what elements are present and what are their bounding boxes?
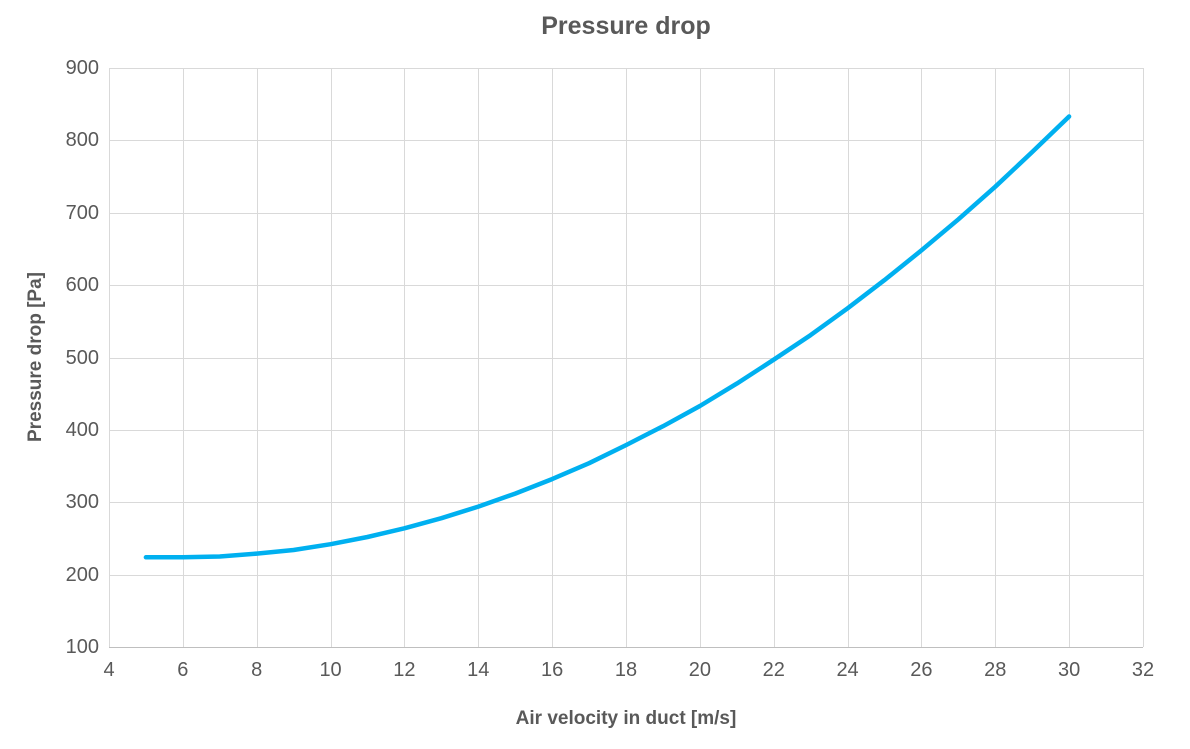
chart-title: Pressure drop <box>541 12 711 40</box>
y-tick-label: 400 <box>65 418 99 441</box>
y-tick-label: 500 <box>65 346 99 369</box>
y-tick-label: 800 <box>65 129 99 152</box>
x-tick-label: 18 <box>614 659 638 681</box>
y-tick-label: 300 <box>65 491 99 514</box>
x-tick-label: 22 <box>762 659 785 681</box>
x-tick-label: 26 <box>910 659 933 681</box>
y-tick-label: 900 <box>65 57 99 79</box>
x-tick-label: 32 <box>1131 659 1155 681</box>
x-tick-label: 20 <box>688 659 711 681</box>
series-line-pressure-drop <box>143 114 1072 560</box>
x-tick-label: 28 <box>984 659 1007 681</box>
x-axis-title: Air velocity in duct [m/s] <box>515 708 737 729</box>
x-tick-label: 4 <box>103 659 115 681</box>
y-tick-label: 600 <box>65 274 99 297</box>
x-tick-label: 16 <box>541 659 564 681</box>
y-tick-label: 200 <box>65 563 99 586</box>
y-tick-label: 100 <box>65 636 99 658</box>
x-tick-label: 14 <box>467 659 490 681</box>
x-tick-label: 8 <box>251 659 263 681</box>
x-tick-label: 24 <box>836 659 859 681</box>
x-tick-label: 12 <box>393 659 416 681</box>
x-tick-label: 10 <box>319 659 342 681</box>
x-tick-label: 30 <box>1058 659 1081 681</box>
y-tick-label: 700 <box>65 201 99 224</box>
x-tick-label: 6 <box>177 659 189 681</box>
